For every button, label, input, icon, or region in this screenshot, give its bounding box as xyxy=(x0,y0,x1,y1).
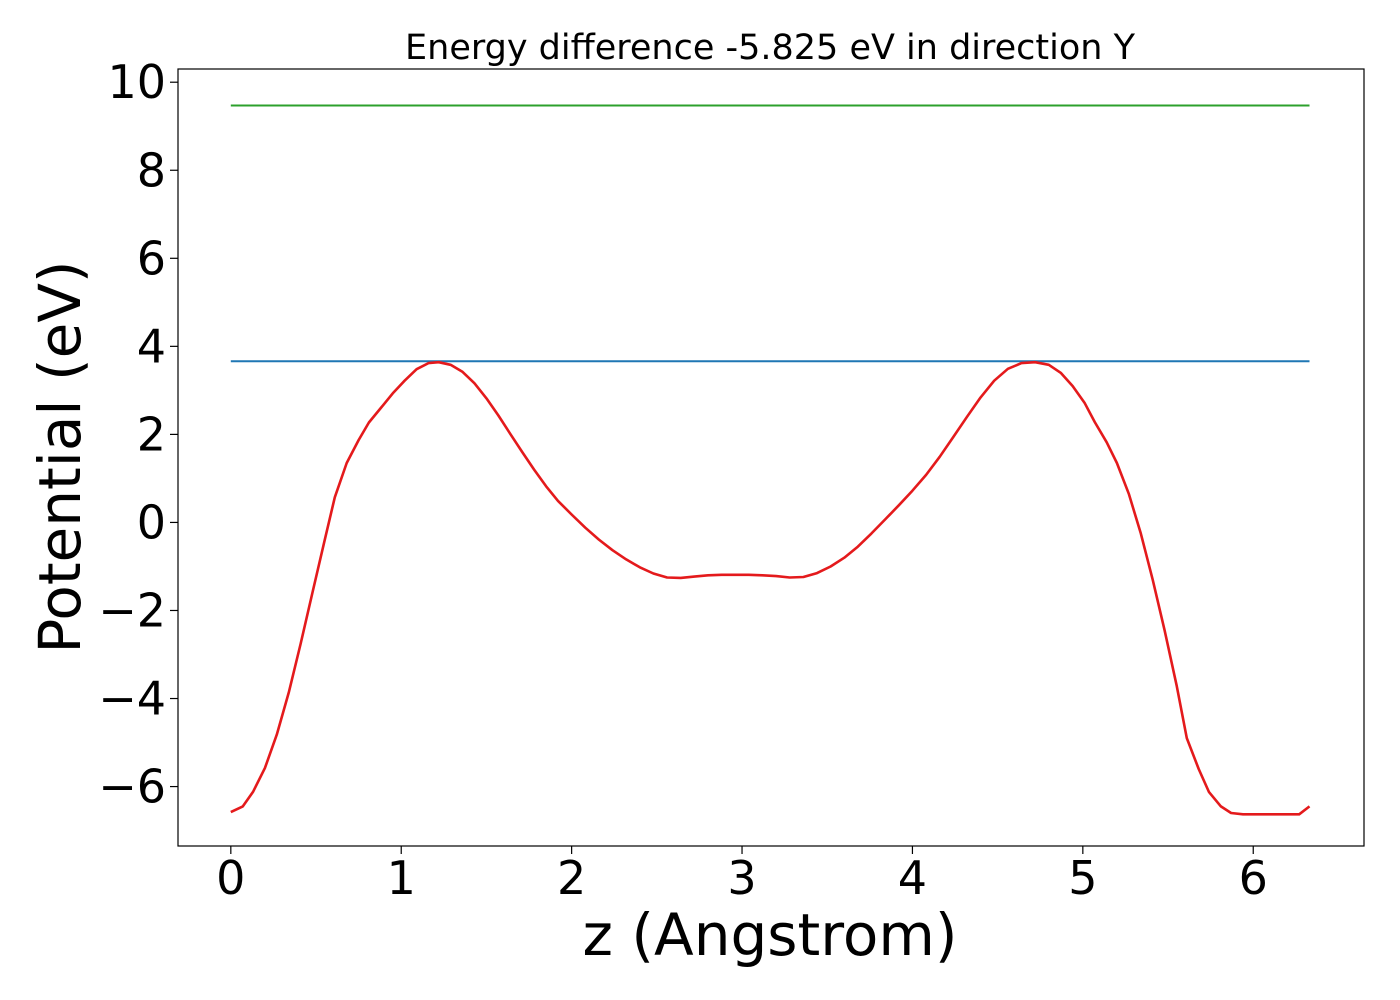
y-tick-label: 10 xyxy=(107,55,166,109)
x-tick-label: 2 xyxy=(557,851,586,905)
x-tick-label: 0 xyxy=(216,851,245,905)
y-tick-label: 6 xyxy=(137,231,166,285)
y-axis-label: Potential (eV) xyxy=(26,260,94,653)
x-tick-label: 6 xyxy=(1239,851,1268,905)
y-tick-label: 8 xyxy=(137,143,166,197)
y-tick-label: −6 xyxy=(98,760,166,814)
y-axis-ticks: −6 −4 −2 0 2 4 6 8 10 xyxy=(98,55,178,814)
series-layer xyxy=(230,104,1311,816)
x-tick-label: 1 xyxy=(387,851,416,905)
y-tick-label: 2 xyxy=(137,407,166,461)
x-tick-label: 4 xyxy=(898,851,927,905)
chart-title: Energy difference -5.825 eV in direction… xyxy=(405,28,1136,68)
x-axis-ticks: 0 1 2 3 4 5 6 xyxy=(216,846,1268,905)
plot-area-frame xyxy=(177,68,1365,847)
y-tick-label: −4 xyxy=(98,672,166,726)
series-line-2 xyxy=(230,360,1311,816)
y-tick-label: 0 xyxy=(137,495,166,549)
x-axis-label: z (Angstrom) xyxy=(583,901,958,969)
y-tick-label: −2 xyxy=(98,583,166,637)
y-tick-label: 4 xyxy=(137,319,166,373)
x-tick-label: 3 xyxy=(727,851,756,905)
x-tick-label: 5 xyxy=(1068,851,1097,905)
